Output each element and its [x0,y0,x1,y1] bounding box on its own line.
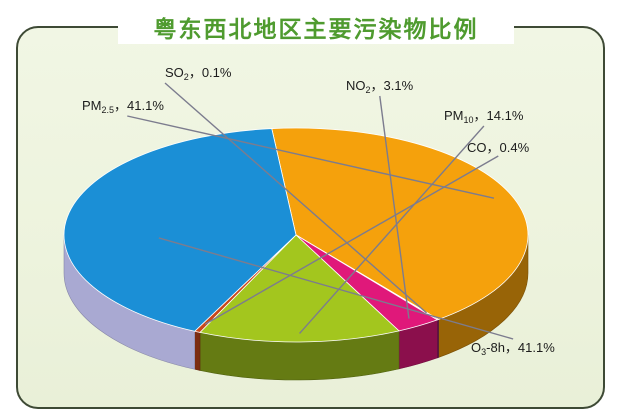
slice-label-main: CO [467,140,487,155]
slice-label-value: ，0.1% [189,65,232,80]
slice-label-main: O [471,340,481,355]
leader-line-o3-8h [158,237,514,340]
slice-label-sub: 10 [464,115,474,125]
label-leaders [127,82,514,340]
slice-label-main: SO [165,65,184,80]
slice-label-main: PM [444,108,464,123]
slice-label-no2: NO2，3.1% [346,78,414,95]
chart-title: 粤东西北地区主要污染物比例 [153,16,479,43]
chart-title-box: 粤东西北地区主要污染物比例 [118,10,514,44]
leader-line-so2 [164,82,428,314]
pie-tops [63,127,529,343]
leader-line-no2 [379,95,410,319]
slice-label-main: PM [82,98,102,113]
slice-label-pm2-5: PM2.5，41.1% [82,98,164,115]
leader-line-pm2-5 [127,115,495,199]
slice-label-co: CO，0.4% [467,140,530,155]
slice-labels: PM2.5，41.1%SO2，0.1%NO2，3.1%PM10，14.1%CO，… [82,65,555,357]
slice-label-value: ，14.1% [474,108,524,123]
leader-line-co [204,155,499,325]
slice-label-value: -8h，41.1% [486,340,555,355]
slice-label-pm10: PM10，14.1% [444,108,524,125]
slice-label-sub: 2 [366,85,371,95]
slice-label-sub: 3 [481,347,486,357]
pie-slice-pm10 [199,234,400,343]
pie-slice-o3-8h [63,128,297,332]
slice-label-value: ，0.4% [487,140,530,155]
slice-label-sub: 2 [184,72,189,82]
slice-label-value: ，3.1% [371,78,414,93]
slice-label-sub: 2.5 [102,105,115,115]
slice-label-main: NO [346,78,366,93]
leader-line-pm10 [299,125,485,334]
slice-label-value: ，41.1% [114,98,164,113]
slice-label-so2: SO2，0.1% [165,65,232,82]
slice-label-o3-8h: O3-8h，41.1% [471,340,555,357]
pie-side-co [194,330,201,371]
